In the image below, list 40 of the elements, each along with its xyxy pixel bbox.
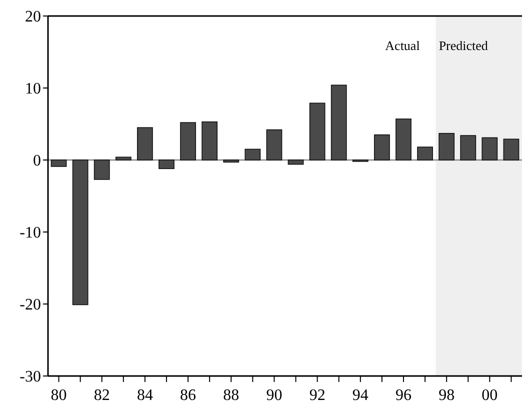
- bar: [288, 160, 304, 165]
- bar: [72, 160, 88, 306]
- y-tick-label: 10: [25, 80, 41, 98]
- bar: [158, 160, 174, 170]
- bar: [330, 84, 347, 160]
- y-tick-label: -10: [20, 224, 41, 242]
- bar: [482, 137, 498, 160]
- x-tick-label: 84: [136, 387, 153, 404]
- x-tick-label: 80: [50, 387, 67, 404]
- y-tick-label: -30: [20, 368, 41, 386]
- bar: [180, 122, 196, 160]
- bar: [396, 118, 412, 160]
- x-tick-label: 86: [180, 387, 196, 404]
- bar: [223, 160, 240, 163]
- bar: [115, 156, 132, 160]
- x-tick-label: 00: [482, 387, 498, 404]
- x-tick-label: 94: [352, 387, 368, 404]
- y-tick-label: -20: [20, 296, 41, 314]
- bar: [50, 160, 67, 167]
- bar: [202, 121, 218, 160]
- y-tick-label: 0: [33, 152, 41, 170]
- annotation: Actual: [385, 38, 420, 53]
- x-tick-label: 96: [396, 387, 412, 404]
- bar: [94, 160, 110, 180]
- bar: [417, 146, 433, 160]
- y-tick-label: 20: [25, 8, 41, 26]
- bar: [503, 138, 520, 160]
- bar: [309, 102, 326, 160]
- x-tick-label: 90: [266, 387, 282, 404]
- bar: [137, 127, 153, 160]
- x-tick-label: 82: [94, 387, 110, 404]
- x-tick-label: 88: [223, 387, 240, 404]
- x-tick-label: 98: [438, 387, 455, 404]
- bar: [266, 129, 282, 160]
- band-label: Predicted: [438, 38, 488, 53]
- bar: [460, 135, 476, 160]
- bar: [244, 148, 261, 160]
- bar: [438, 132, 455, 160]
- x-tick-label: 92: [309, 387, 326, 404]
- bar: [374, 134, 390, 160]
